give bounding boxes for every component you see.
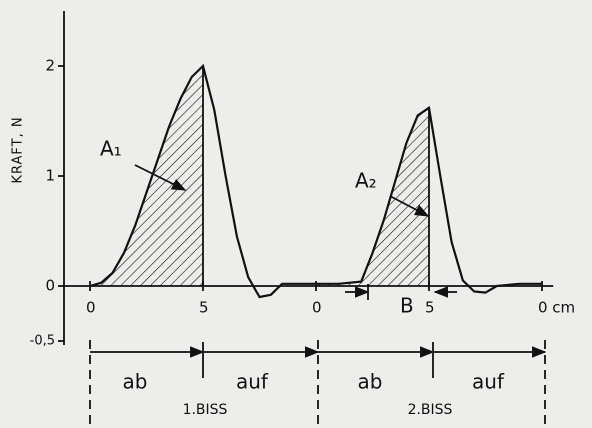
hatched-area [90, 66, 203, 286]
x-tick-label: 5 [199, 299, 209, 317]
y-tick-label: 1 [45, 167, 55, 185]
phase-label: ab [123, 370, 148, 394]
bite-label: 1.BISS [183, 402, 228, 418]
annotation: A₂ [355, 169, 377, 193]
y-tick-label: 0 [45, 277, 55, 295]
force-curve [89, 63, 542, 299]
phase-label: auf [236, 370, 269, 394]
y-axis-label: KRAFT, N [11, 116, 26, 183]
plot [90, 66, 430, 286]
annotation: A₁ [100, 137, 122, 161]
phase-label: ab [358, 370, 383, 394]
x-tick-label: 5 [425, 299, 435, 317]
x-tick-label: 0 cm [538, 299, 575, 317]
y-tick-label: 2 [45, 57, 55, 75]
arrow [389, 195, 430, 217]
x-tick-label: 0 [312, 299, 322, 317]
hatched-area [316, 107, 429, 286]
y-tick-label: -0,5 [30, 334, 55, 349]
arrow [134, 164, 187, 191]
bite-label: 2.BISS [408, 402, 453, 418]
annotation: B [400, 294, 414, 318]
phase-label: auf [472, 370, 505, 394]
x-tick-label: 0 [86, 299, 96, 317]
